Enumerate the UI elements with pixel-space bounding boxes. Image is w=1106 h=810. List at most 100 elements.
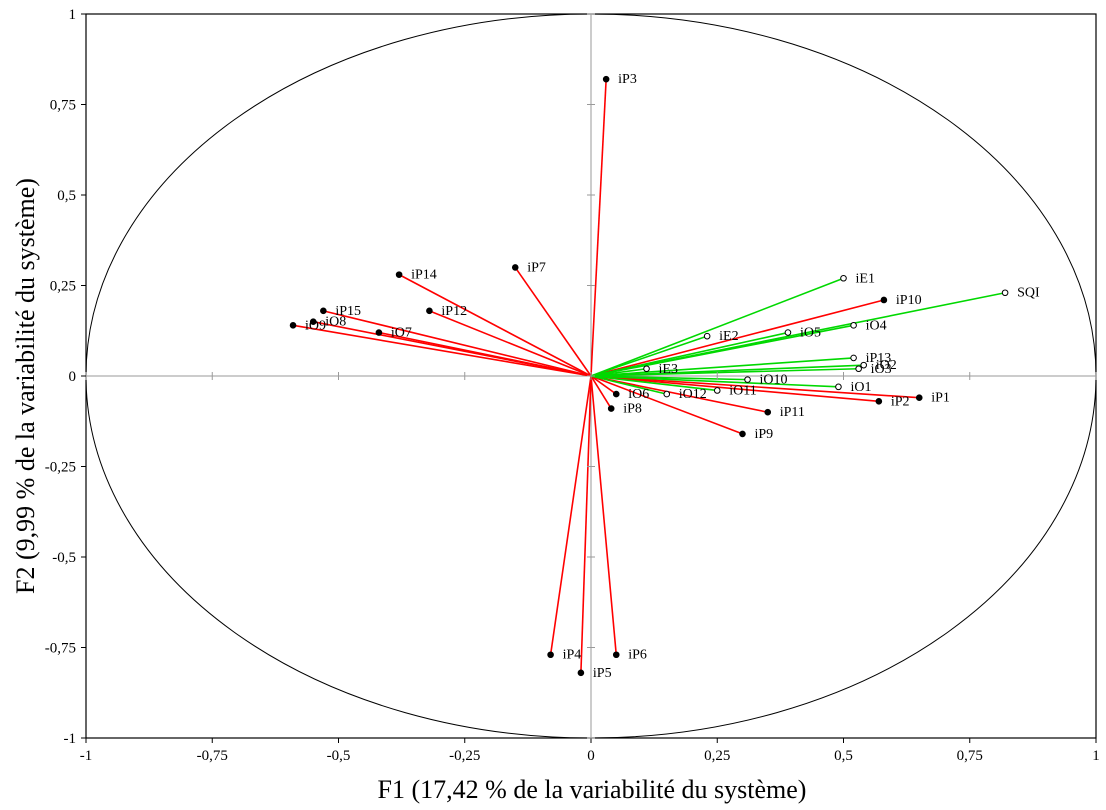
vector-ip15 <box>323 310 592 377</box>
point-ip10 <box>880 296 888 304</box>
y-tick-label: -0,25 <box>45 460 76 476</box>
point-ip14 <box>395 271 403 278</box>
point-label-io8: iO8 <box>325 315 346 330</box>
point-io9 <box>289 322 297 329</box>
vector-io5 <box>590 331 789 377</box>
point-ie1 <box>840 274 847 282</box>
vector-io1 <box>590 375 839 388</box>
point-label-io7: iO7 <box>391 326 412 341</box>
point-label-ip10: iP10 <box>896 293 922 308</box>
point-label-ip15: iP15 <box>335 304 361 319</box>
point-io10 <box>744 376 751 383</box>
point-ie2 <box>703 332 711 340</box>
point-ie3 <box>643 365 650 373</box>
point-ip9 <box>739 430 746 438</box>
point-label-io10: iO10 <box>760 373 788 388</box>
point-ip5 <box>577 669 585 677</box>
x-tick-label: -1 <box>80 748 93 764</box>
point-io2 <box>860 361 868 369</box>
point-ip7 <box>511 264 519 271</box>
y-tick-label: 1 <box>69 7 77 23</box>
vector-ip12 <box>429 310 592 377</box>
point-label-io9: iO9 <box>305 318 326 333</box>
point-label-ie1: iE1 <box>856 271 875 286</box>
x-tick-label: 0,5 <box>834 748 853 764</box>
x-tick-label: 0,75 <box>957 748 983 764</box>
point-label-ip9: iP9 <box>755 427 774 442</box>
point-ip15 <box>320 307 327 315</box>
point-label-io6: iO6 <box>628 387 649 402</box>
vector-io7 <box>378 331 592 377</box>
vector-ip13 <box>590 357 854 377</box>
point-ip2 <box>875 398 883 405</box>
vector-ip8 <box>590 375 612 410</box>
point-label-ip5: iP5 <box>593 666 612 681</box>
point-ip6 <box>612 651 620 659</box>
point-label-io12: iO12 <box>679 387 707 402</box>
point-label-ip3: iP3 <box>618 72 637 87</box>
point-io3 <box>855 365 862 373</box>
vector-ip2 <box>590 375 879 403</box>
vector-ip5 <box>580 375 592 673</box>
vector-ie3 <box>590 367 647 377</box>
x-tick-label: 1 <box>1092 748 1100 764</box>
vector-io12 <box>590 375 667 395</box>
y-tick-label: -0,75 <box>45 641 76 657</box>
point-label-ip8: iP8 <box>623 402 642 417</box>
point-ip3 <box>602 75 610 83</box>
y-axis-title: F2 (9,99 % de la variabilité du système) <box>11 178 40 594</box>
point-ip1 <box>915 394 923 402</box>
ticks-layer: -1 -0,75 -0,5 -0,25 0 0,25 0,5 0,75 1 -1 -0,75 -0,5… <box>45 7 1100 764</box>
point-io12 <box>663 390 671 398</box>
vector-io11 <box>590 375 718 392</box>
vector-ie1 <box>590 277 844 377</box>
vectors-layer <box>292 79 1006 673</box>
x-tick-label: -0,75 <box>197 748 228 764</box>
point-label-ip14: iP14 <box>411 268 437 283</box>
vector-ip4 <box>549 375 592 655</box>
point-io11 <box>713 387 721 394</box>
vector-ip1 <box>590 375 920 399</box>
vector-ip6 <box>590 375 618 655</box>
point-io4 <box>850 322 857 329</box>
vector-ip9 <box>590 375 743 435</box>
y-tick-label: 0,25 <box>50 279 76 295</box>
y-tick-label: 0,75 <box>50 98 76 114</box>
point-label-ip12: iP12 <box>441 304 467 319</box>
y-tick-label: -1 <box>64 731 77 747</box>
point-ip8 <box>607 405 615 412</box>
y-tick-label: 0,5 <box>57 188 76 204</box>
vector-ip14 <box>398 273 592 377</box>
point-label-ip4: iP4 <box>563 648 582 663</box>
point-io5 <box>784 329 792 336</box>
x-tick-label: -0,25 <box>449 748 480 764</box>
x-tick-label: -0,5 <box>327 748 351 764</box>
point-ip12 <box>426 307 433 315</box>
point-label-io3: iO3 <box>871 362 892 377</box>
point-ip13 <box>850 354 857 362</box>
point-label-ip7: iP7 <box>527 260 546 275</box>
point-io6 <box>612 390 620 398</box>
point-label-io2: iO2 <box>876 358 897 373</box>
point-label-ip6: iP6 <box>628 648 647 663</box>
point-io1 <box>835 383 842 391</box>
vector-ip3 <box>590 79 607 377</box>
vector-ip10 <box>590 299 885 377</box>
vector-ie2 <box>590 335 708 377</box>
point-label-io1: iO1 <box>850 380 871 395</box>
point-sqi <box>1001 289 1009 297</box>
vector-io3 <box>590 367 859 377</box>
vector-ip7 <box>514 266 592 377</box>
points-layer <box>289 75 1009 677</box>
point-label-ip1: iP1 <box>931 391 950 406</box>
point-label-ip13: iP13 <box>866 351 892 366</box>
vector-ip11 <box>590 375 768 413</box>
point-label-ie3: iE3 <box>659 362 678 377</box>
point-label-io11: iO11 <box>729 383 756 398</box>
y-tick-label: 0 <box>69 369 77 385</box>
point-label-ip11: iP11 <box>780 405 805 420</box>
x-tick-label: 0,25 <box>704 748 730 764</box>
vector-io9 <box>292 324 592 377</box>
